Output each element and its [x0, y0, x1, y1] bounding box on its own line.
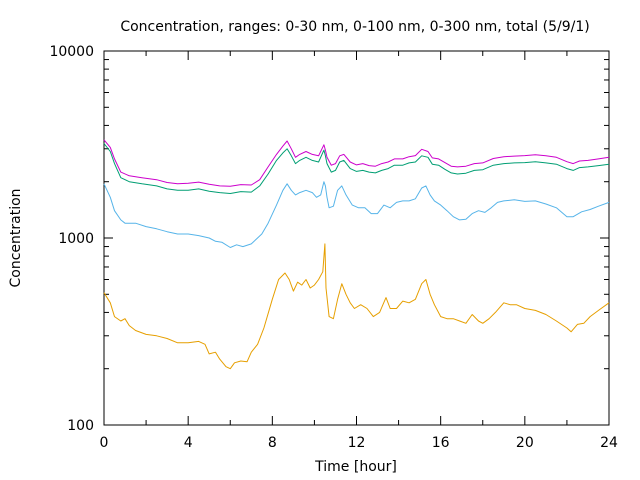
series-line-4: [103, 139, 610, 187]
y-tick-label: 10000: [49, 44, 94, 60]
x-tick-label: 12: [348, 435, 366, 451]
x-tick-label: 0: [100, 435, 109, 451]
x-tick-label: 8: [268, 435, 277, 451]
y-axis-label: Concentration: [8, 188, 24, 287]
axis-ticks: [103, 50, 610, 426]
series-line-3: [103, 143, 610, 194]
tick-labels: 0 4 8 12 16 20 24 100 1000 10000: [49, 44, 618, 451]
x-tick-label: 20: [516, 435, 534, 451]
y-tick-label: 100: [67, 418, 94, 434]
x-tick-label: 16: [432, 435, 450, 451]
y-tick-label: 1000: [58, 231, 94, 247]
x-tick-label: 24: [600, 435, 618, 451]
plot-frame: [103, 50, 610, 426]
series-line-2: [103, 181, 610, 248]
x-tick-label: 4: [184, 435, 193, 451]
chart-title: Concentration, ranges: 0-30 nm, 0-100 nm…: [120, 19, 589, 35]
x-axis-label: Time [hour]: [314, 459, 397, 475]
series-layer: [103, 139, 610, 370]
series-line-1: [103, 243, 610, 370]
